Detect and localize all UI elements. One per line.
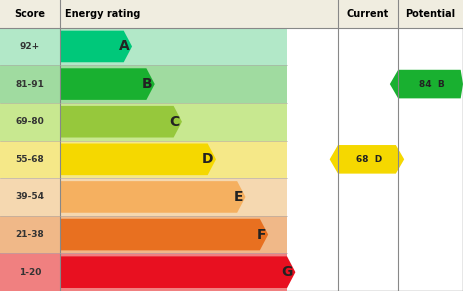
Text: 39-54: 39-54 [16, 192, 44, 201]
Text: G: G [282, 265, 293, 279]
Bar [0, 103, 287, 141]
Text: E: E [234, 190, 243, 204]
Text: 55-68: 55-68 [16, 155, 44, 164]
Polygon shape [60, 68, 155, 100]
Text: Current: Current [347, 9, 389, 19]
Bar [0, 141, 287, 178]
Polygon shape [390, 70, 463, 98]
Text: A: A [119, 40, 130, 54]
Text: 68  D: 68 D [356, 155, 382, 164]
Text: 84  B: 84 B [419, 79, 444, 88]
Text: Energy rating: Energy rating [65, 9, 140, 19]
Text: 92+: 92+ [20, 42, 40, 51]
Bar [0, 216, 287, 253]
Text: 1-20: 1-20 [19, 268, 41, 277]
Text: C: C [169, 115, 180, 129]
Text: 69-80: 69-80 [16, 117, 44, 126]
Text: B: B [142, 77, 152, 91]
Text: 81-91: 81-91 [16, 79, 44, 88]
Bar [0, 178, 287, 216]
Text: Potential: Potential [406, 9, 456, 19]
Polygon shape [60, 256, 295, 288]
Bar [0, 0, 463, 28]
Polygon shape [60, 106, 182, 138]
Polygon shape [60, 31, 132, 62]
Bar [0, 65, 287, 103]
Polygon shape [60, 219, 268, 250]
Text: D: D [202, 152, 214, 166]
Text: 21-38: 21-38 [16, 230, 44, 239]
Bar [0, 28, 287, 65]
Text: F: F [257, 228, 266, 242]
Text: Score: Score [15, 9, 45, 19]
Polygon shape [60, 181, 245, 213]
Bar [0, 253, 287, 291]
Polygon shape [330, 145, 404, 174]
Polygon shape [60, 143, 216, 175]
